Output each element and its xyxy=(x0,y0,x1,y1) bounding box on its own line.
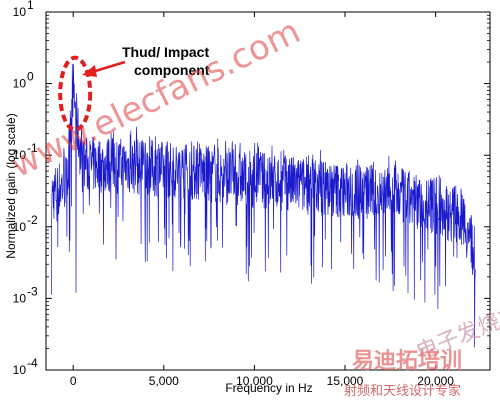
annotation-arrow-shaft xyxy=(91,60,126,74)
y-tick-label: 10 xyxy=(13,77,27,91)
plot-area xyxy=(51,63,476,348)
watermark-tagline-text: 射频和天线设计专家 xyxy=(344,383,461,399)
y-tick-label: 10 xyxy=(13,148,27,162)
y-tick-label: 10 xyxy=(13,291,27,305)
y-tick-label: 10 xyxy=(13,363,27,377)
y-tick-label-exponent: 0 xyxy=(27,70,34,84)
x-tick-label: 10,000 xyxy=(236,374,273,388)
plot-frame xyxy=(45,11,491,371)
annotation-arrow-head xyxy=(82,65,97,77)
x-tick-label: 15,000 xyxy=(327,374,364,388)
x-tick-label: 0 xyxy=(70,374,77,388)
annotation-layer: Thud/ Impact component xyxy=(58,44,210,132)
y-tick-label-exponent: -4 xyxy=(27,356,38,370)
y-tick-label: 10 xyxy=(13,5,27,19)
annotation-ellipse xyxy=(58,55,93,132)
annotation-text-line1: Thud/ Impact xyxy=(122,44,209,60)
x-tick-label: 5,000 xyxy=(149,374,179,388)
y-tick-label-exponent: 1 xyxy=(27,0,34,12)
watermark-logo-text: 易迪拓培训 xyxy=(352,348,462,374)
y-tick-label: 10 xyxy=(13,220,27,234)
x-tick-label: 20,000 xyxy=(417,374,454,388)
y-tick-label-exponent: -2 xyxy=(27,213,38,227)
annotation-text-line2: component xyxy=(134,62,210,78)
x-axis-label: Frequency in Hz xyxy=(225,381,312,395)
spectrum-series-line xyxy=(51,63,476,348)
y-tick-label-exponent: -1 xyxy=(27,141,38,155)
y-tick-label-exponent: -3 xyxy=(27,284,38,298)
y-axis-label: Normalized gain (log scale) xyxy=(4,113,18,258)
